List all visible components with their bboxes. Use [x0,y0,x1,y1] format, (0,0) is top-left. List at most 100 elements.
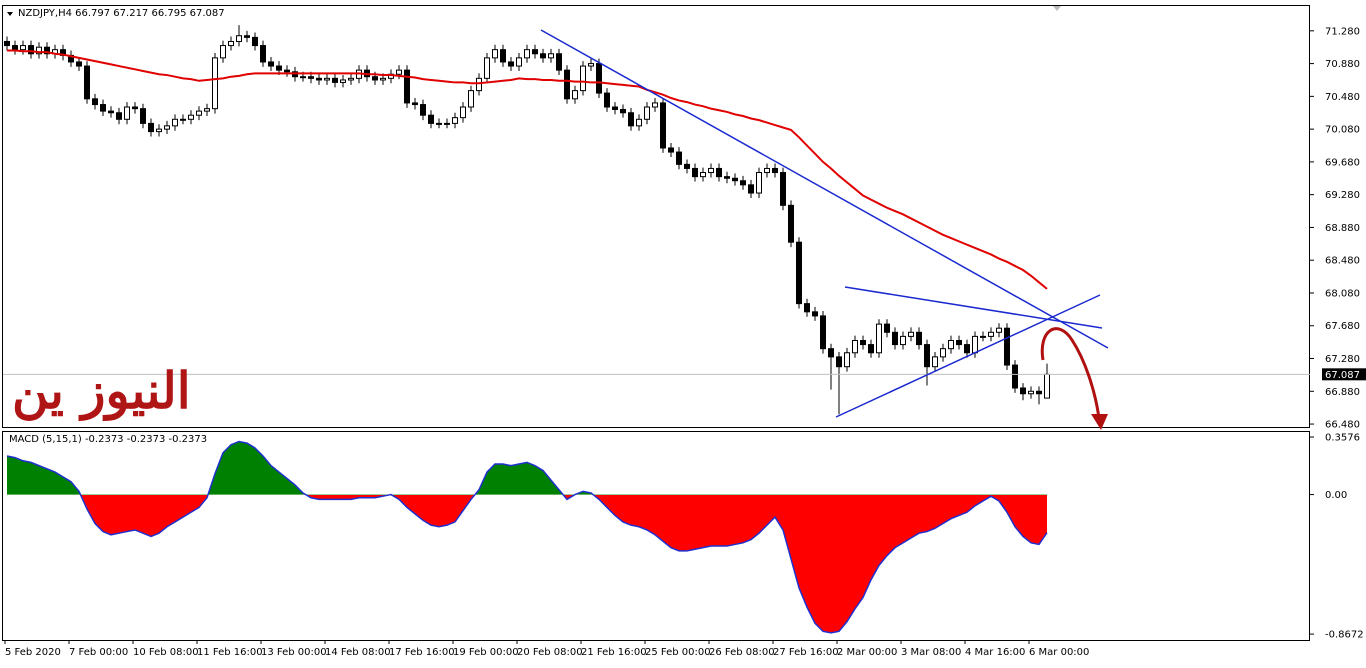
candle-body [964,344,970,354]
candle-body [284,69,290,73]
candle-body [724,176,730,179]
candle-body [76,61,82,67]
candle-body [100,104,106,112]
candle-body [684,163,690,169]
candle-body [476,77,482,92]
y-tick-label: 0.00 [1325,490,1347,501]
candle-body [380,77,386,81]
y-tick-label: 66.480 [1325,420,1360,431]
candle-body [244,35,250,38]
x-tick-label: 3 Mar 08:00 [901,647,961,658]
candle-body [716,167,722,178]
candle-body [492,49,498,59]
candle-body [108,110,114,114]
candle-body [652,102,658,108]
candle-body [764,167,770,174]
y-tick-label: 68.080 [1325,288,1360,299]
price-tag-label: 67.087 [1325,370,1360,381]
candle-body [972,335,978,354]
x-tick-label: 4 Mar 16:00 [965,647,1025,658]
candle-body [116,112,122,120]
candle-body [628,112,634,127]
y-tick-label: 69.680 [1325,157,1360,168]
candle-body [412,102,418,106]
macd-title: MACD (5,15,1) -0.2373 -0.2373 -0.2373 [9,434,207,445]
candle-body [956,339,962,346]
candle-body [460,106,466,119]
candle-body [604,92,610,108]
y-tick-label: 68.480 [1325,256,1360,267]
candle-body [908,331,914,337]
candle-body [980,335,986,338]
candle-body [804,303,810,313]
candle-body [4,40,10,47]
candle-body [452,117,458,124]
candle-body [316,77,322,81]
y-tick-label: -0.8672 [1325,630,1364,641]
candle-body [1004,327,1010,366]
candle-body [524,49,530,59]
candle-body [188,114,194,120]
trendline [540,29,1109,349]
candle-body [812,311,818,317]
candle-body [740,180,746,186]
y-tick-label: 69.280 [1325,190,1360,201]
candle-body [220,45,226,59]
candle-body [732,177,738,182]
candle-body [996,327,1002,333]
candle-body [580,65,586,92]
candle-body [636,118,642,127]
candle-body [324,77,330,81]
candle-body [676,151,682,165]
y-tick-label: 70.880 [1325,59,1360,70]
candle-body [28,45,34,55]
candle-body [12,45,18,51]
candle-body [436,122,442,125]
candle-body [508,61,514,67]
candle-body [516,57,522,67]
candle-body [260,45,266,63]
candle-body [268,61,274,67]
y-tick-label: 71.280 [1325,26,1360,37]
x-tick-label: 10 Feb 08:00 [133,647,199,658]
candle-body [852,339,858,354]
axes: 71.280 70.880 70.480 70.080 69.680 69.280 68.8… [3,26,1366,658]
candle-body [1044,373,1050,399]
x-tick-label: 6 Mar 00:00 [1029,647,1089,658]
y-tick-label: 70.480 [1325,92,1360,103]
x-tick-label: 2 Mar 00:00 [837,647,897,658]
x-tick-label: 25 Feb 00:00 [645,647,711,658]
candle-body [20,45,26,51]
candle-body [140,108,146,124]
candle-body [988,331,994,337]
candle-body [204,108,210,112]
candle-body [900,335,906,346]
x-tick-label: 20 Feb 08:00 [517,647,583,658]
candle-body [860,339,866,346]
trendline [844,286,1103,329]
candle-body [404,69,410,104]
candle-body [700,172,706,178]
candle-body [612,106,618,110]
candle-body [228,40,234,47]
candle-body [756,172,762,194]
candle-body [372,76,378,81]
candle-body [180,118,186,121]
candle-body [932,356,938,368]
macd-negative-area [80,495,1047,633]
x-tick-label: 19 Feb 00:00 [453,647,519,658]
candle-body [468,90,474,108]
candle-body [772,167,778,174]
trendline [835,294,1101,418]
candle-body [844,352,850,368]
candle-body [348,77,354,81]
candle-body [84,65,90,100]
menu-arrow[interactable] [7,12,13,16]
main-panel [2,5,1310,428]
forecast-arrow [1040,327,1101,419]
candle-body [660,102,666,149]
candle-body [620,108,626,114]
